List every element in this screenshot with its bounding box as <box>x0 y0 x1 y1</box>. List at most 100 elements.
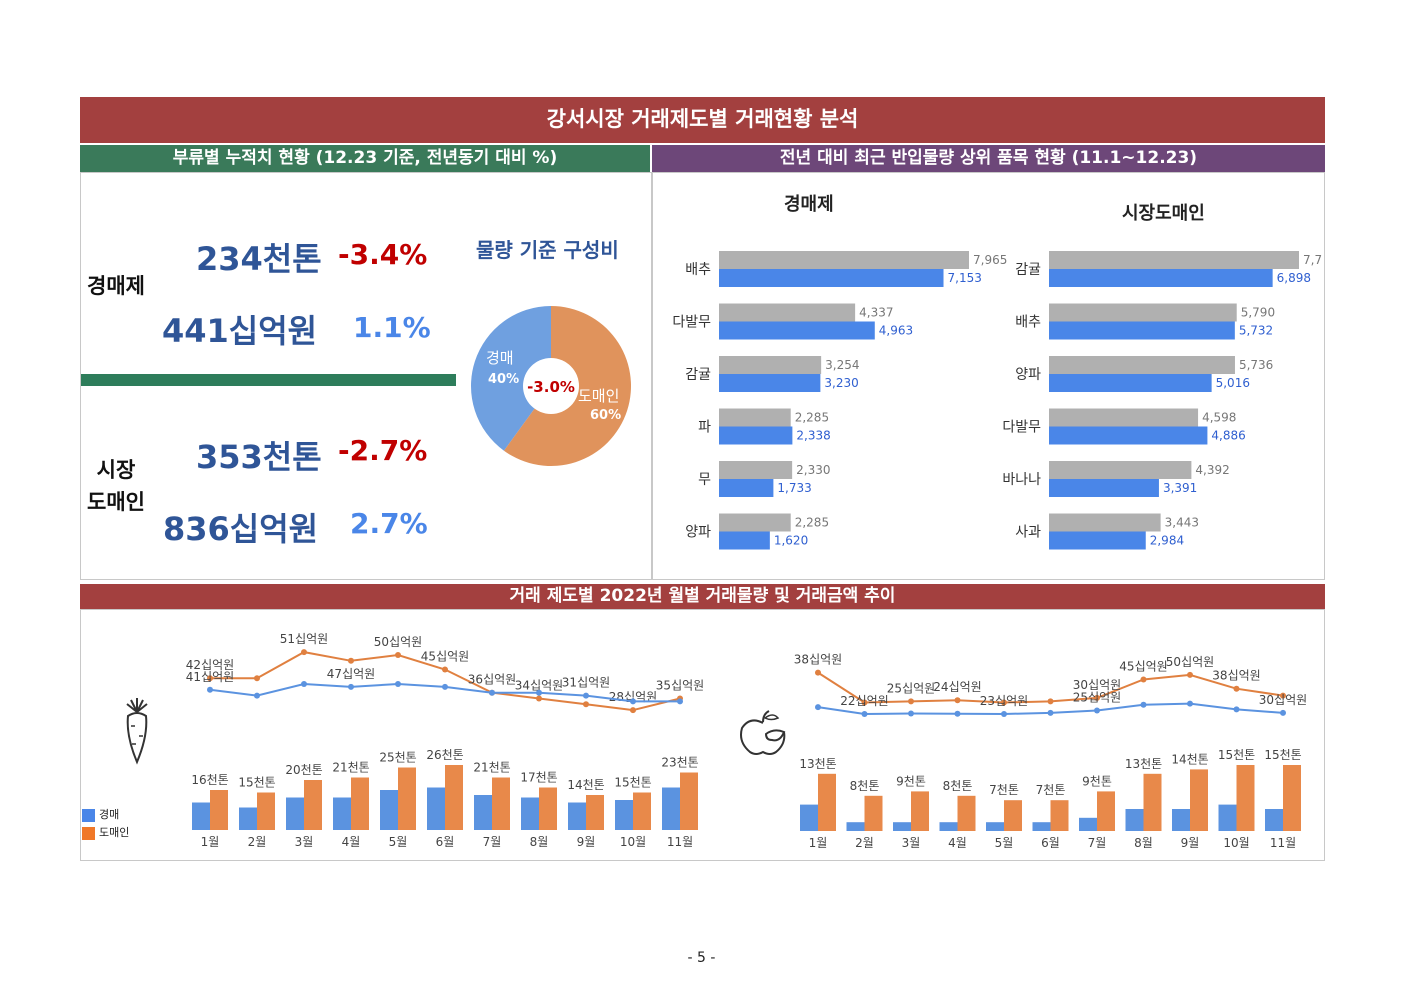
bar-value-label: 4,963 <box>879 324 913 338</box>
market-amount: 836십억원 <box>163 510 319 548</box>
market-point <box>1233 685 1240 692</box>
bar-auction <box>568 802 586 830</box>
auction-point <box>489 689 495 696</box>
bar-market <box>818 773 836 831</box>
line-value-label: 30십억원 <box>1073 678 1121 692</box>
bar-value-label: 4,598 <box>1202 411 1236 425</box>
bar-auction <box>1172 809 1190 831</box>
auction-point <box>583 692 589 699</box>
category-label: 배추 <box>685 262 711 278</box>
legend: 경매 도매인 <box>82 806 129 842</box>
bar-value-label: 14천톤 <box>1171 751 1208 766</box>
bar-current <box>719 426 793 445</box>
market-point <box>442 666 448 673</box>
auction-point <box>1094 707 1100 714</box>
bar-market <box>257 792 275 830</box>
bar-value-label: 1,733 <box>777 481 811 495</box>
line-value-label: 45십억원 <box>1119 660 1167 674</box>
month-label: 8월 <box>530 835 549 849</box>
auction-amount-change: 1.1% <box>353 311 431 344</box>
month-label: 4월 <box>342 835 361 849</box>
category-label: 다발무 <box>672 315 711 331</box>
bar-market <box>1004 800 1022 831</box>
market-point <box>1047 698 1054 705</box>
month-label: 1월 <box>809 836 828 850</box>
bar-value-label: 15천톤 <box>1264 747 1301 762</box>
page-number: - 5 - <box>687 950 716 966</box>
bar-auction <box>380 790 398 830</box>
market-top-items-chart: 감귤 7,711 6,898 배추 5,790 5,732 양파 5,736 5,016 다발무 4… <box>1002 251 1323 550</box>
bar-value-label: 20천톤 <box>285 762 322 777</box>
bar-value-label: 3,230 <box>824 376 858 390</box>
market-point <box>815 669 821 676</box>
market-monthly-chart: 13천톤 1월 8천톤 2월 9천톤 3월 8천톤 4월 7천톤 5월 7천톤 6월 9천톤 7월 13천톤… <box>794 653 1307 850</box>
bar-value-label: 5,790 <box>1241 306 1275 320</box>
bar-value-label: 13천톤 <box>1125 756 1162 771</box>
bar-value-label: 6,898 <box>1277 271 1311 285</box>
month-label: 5월 <box>995 836 1014 850</box>
month-label: 10월 <box>1223 836 1249 850</box>
bar-current <box>1049 531 1146 550</box>
bar-value-label: 1,620 <box>774 534 808 548</box>
line-value-label: 47십억원 <box>327 667 375 681</box>
donut-market-pct: 60% <box>590 408 621 423</box>
line-value-label: 22십억원 <box>840 694 888 708</box>
bar-market <box>1236 765 1255 831</box>
bar-value-label: 5,732 <box>1239 324 1273 338</box>
market-point <box>583 701 589 708</box>
bar-auction <box>1218 804 1237 831</box>
bar-market <box>1050 800 1069 831</box>
bar-auction <box>1032 822 1051 831</box>
category-label: 파 <box>698 420 711 436</box>
category-label: 사과 <box>1015 525 1041 541</box>
category-label: 배추 <box>1015 315 1041 331</box>
month-label: 11월 <box>1270 836 1296 850</box>
carrot-icon <box>126 698 148 765</box>
month-label: 5월 <box>389 835 408 849</box>
legend-item-auction: 경매 <box>82 806 129 824</box>
market-point <box>630 707 636 714</box>
bar-value-label: 4,337 <box>859 306 893 320</box>
bar-previous <box>1049 251 1299 269</box>
month-label: 7월 <box>1088 836 1107 850</box>
donut-slice-auction <box>471 306 551 451</box>
bar-auction <box>333 797 351 830</box>
legend-swatch-market <box>82 826 95 840</box>
auction-point <box>861 711 868 717</box>
bar-value-label: 7,711 <box>1303 253 1323 267</box>
line-value-label: 31십억원 <box>562 676 610 690</box>
bar-value-label: 4,392 <box>1195 463 1229 477</box>
market-amount-change: 2.7% <box>350 507 428 540</box>
bar-value-label: 23천톤 <box>661 755 698 770</box>
market-volume-change: -2.7% <box>338 434 428 467</box>
bar-value-label: 9천톤 <box>896 773 926 788</box>
line-value-label: 38십억원 <box>794 653 842 667</box>
category-label: 양파 <box>1015 367 1041 383</box>
market-point <box>207 675 213 682</box>
month-label: 10월 <box>620 835 646 849</box>
market-point <box>861 699 868 706</box>
auction-monthly-chart: 16천톤 1월 15천톤 2월 20천톤 3월 21천톤 4월 25천톤 5월 26천톤 6월 21천톤… <box>186 632 704 849</box>
auction-point <box>536 689 542 696</box>
bar-auction <box>1125 809 1144 831</box>
market-point <box>1280 692 1286 699</box>
bar-current <box>1049 479 1159 497</box>
month-label: 6월 <box>436 835 455 849</box>
line-value-label: 23십억원 <box>980 694 1028 708</box>
bar-current <box>719 479 774 497</box>
bar-current <box>1049 269 1273 287</box>
bar-auction <box>239 807 257 830</box>
category-label: 감귤 <box>1015 262 1041 278</box>
market-label-line1: 시장 <box>96 458 136 482</box>
section-divider <box>81 374 456 386</box>
month-label: 9월 <box>577 835 596 849</box>
auction-amount: 441십억원 <box>162 312 318 350</box>
auction-point <box>630 698 636 705</box>
bar-market <box>1190 769 1208 831</box>
bar-previous <box>1049 303 1237 322</box>
category-label: 무 <box>698 472 711 488</box>
bar-auction <box>474 795 492 830</box>
auction-chart-title: 경매제 <box>784 194 834 215</box>
bar-auction <box>1079 817 1097 831</box>
bar-current <box>1049 321 1235 340</box>
